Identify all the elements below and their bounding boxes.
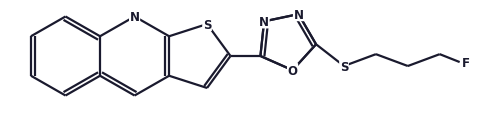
Text: N: N: [259, 16, 268, 29]
Text: N: N: [129, 11, 139, 24]
Text: N: N: [293, 9, 303, 21]
Text: O: O: [287, 64, 297, 77]
Text: F: F: [461, 56, 468, 69]
Text: S: S: [203, 18, 211, 31]
Text: S: S: [339, 60, 348, 73]
